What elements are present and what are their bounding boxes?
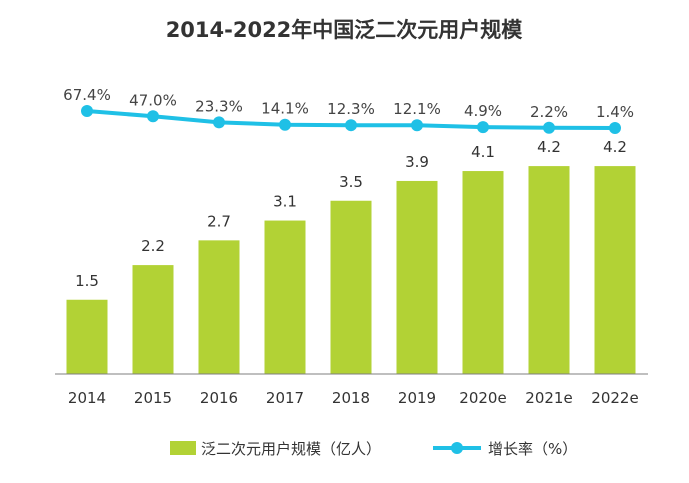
line-point [213,116,225,129]
x-tick-label: 2021e [525,389,572,407]
chart-title: 2014-2022年中国泛二次元用户规模 [166,18,524,42]
bar [330,200,372,374]
bar [264,220,306,374]
x-tick-label: 2015 [134,389,172,407]
line-data-label: 12.1% [393,100,441,118]
bar [528,166,570,374]
x-tick-label: 2017 [266,389,304,407]
bar-data-label: 3.1 [273,193,297,211]
x-tick-label: 2018 [332,389,370,407]
x-tick-label: 2022e [591,389,638,407]
bar [396,180,438,374]
bar-data-label: 3.9 [405,153,429,171]
bar-data-label: 4.2 [537,138,561,156]
bar-data-label: 4.2 [603,138,627,156]
legend-swatch-bar [170,441,196,455]
line-data-label: 14.1% [261,100,309,118]
line-data-label: 4.9% [464,102,502,120]
line-data-label: 23.3% [195,97,243,115]
x-tick-label: 2019 [398,389,436,407]
bar-data-label: 3.5 [339,173,363,191]
line-point [147,110,159,123]
x-tick-label: 2016 [200,389,238,407]
bar [198,240,240,374]
line-point [81,105,93,117]
line-data-label: 67.4% [63,86,111,104]
bar-series [66,166,636,374]
line-data-labels: 67.4% 47.0% 23.3% 14.1% 12.3% 12.1% 4.9% 2.2% 1.… [63,86,634,121]
legend-label-line: 增长率（%） [488,440,577,458]
x-axis-tick-labels: 2014 2015 2016 2017 2018 2019 2020e 2021e 2022e [68,389,639,407]
bar [66,299,108,374]
x-tick-label: 2020e [459,389,506,407]
line-point [543,121,555,134]
line-data-label: 2.2% [530,103,568,121]
line-data-label: 12.3% [327,100,375,118]
line-point [609,122,621,134]
line-point [279,118,291,131]
bar [462,171,504,374]
bar-data-label: 4.1 [471,143,495,161]
legend-swatch-marker [451,442,463,454]
line-series [81,105,621,134]
legend: 泛二次元用户规模（亿人） 增长率（%） [170,440,577,458]
bar-data-labels: 1.5 2.2 2.7 3.1 3.5 3.9 4.1 4.2 4.2 [75,138,627,290]
bar-data-label: 1.5 [75,272,99,290]
line-point [345,119,357,132]
line-data-label: 47.0% [129,91,177,109]
bar-data-label: 2.2 [141,237,165,255]
line-data-label: 1.4% [596,103,634,121]
bar [594,166,636,374]
x-tick-label: 2014 [68,389,106,407]
line-point [411,119,423,132]
legend-label-bar: 泛二次元用户规模（亿人） [201,440,381,458]
bar [132,265,174,374]
line-point [477,121,489,134]
bar-data-label: 2.7 [207,212,231,230]
